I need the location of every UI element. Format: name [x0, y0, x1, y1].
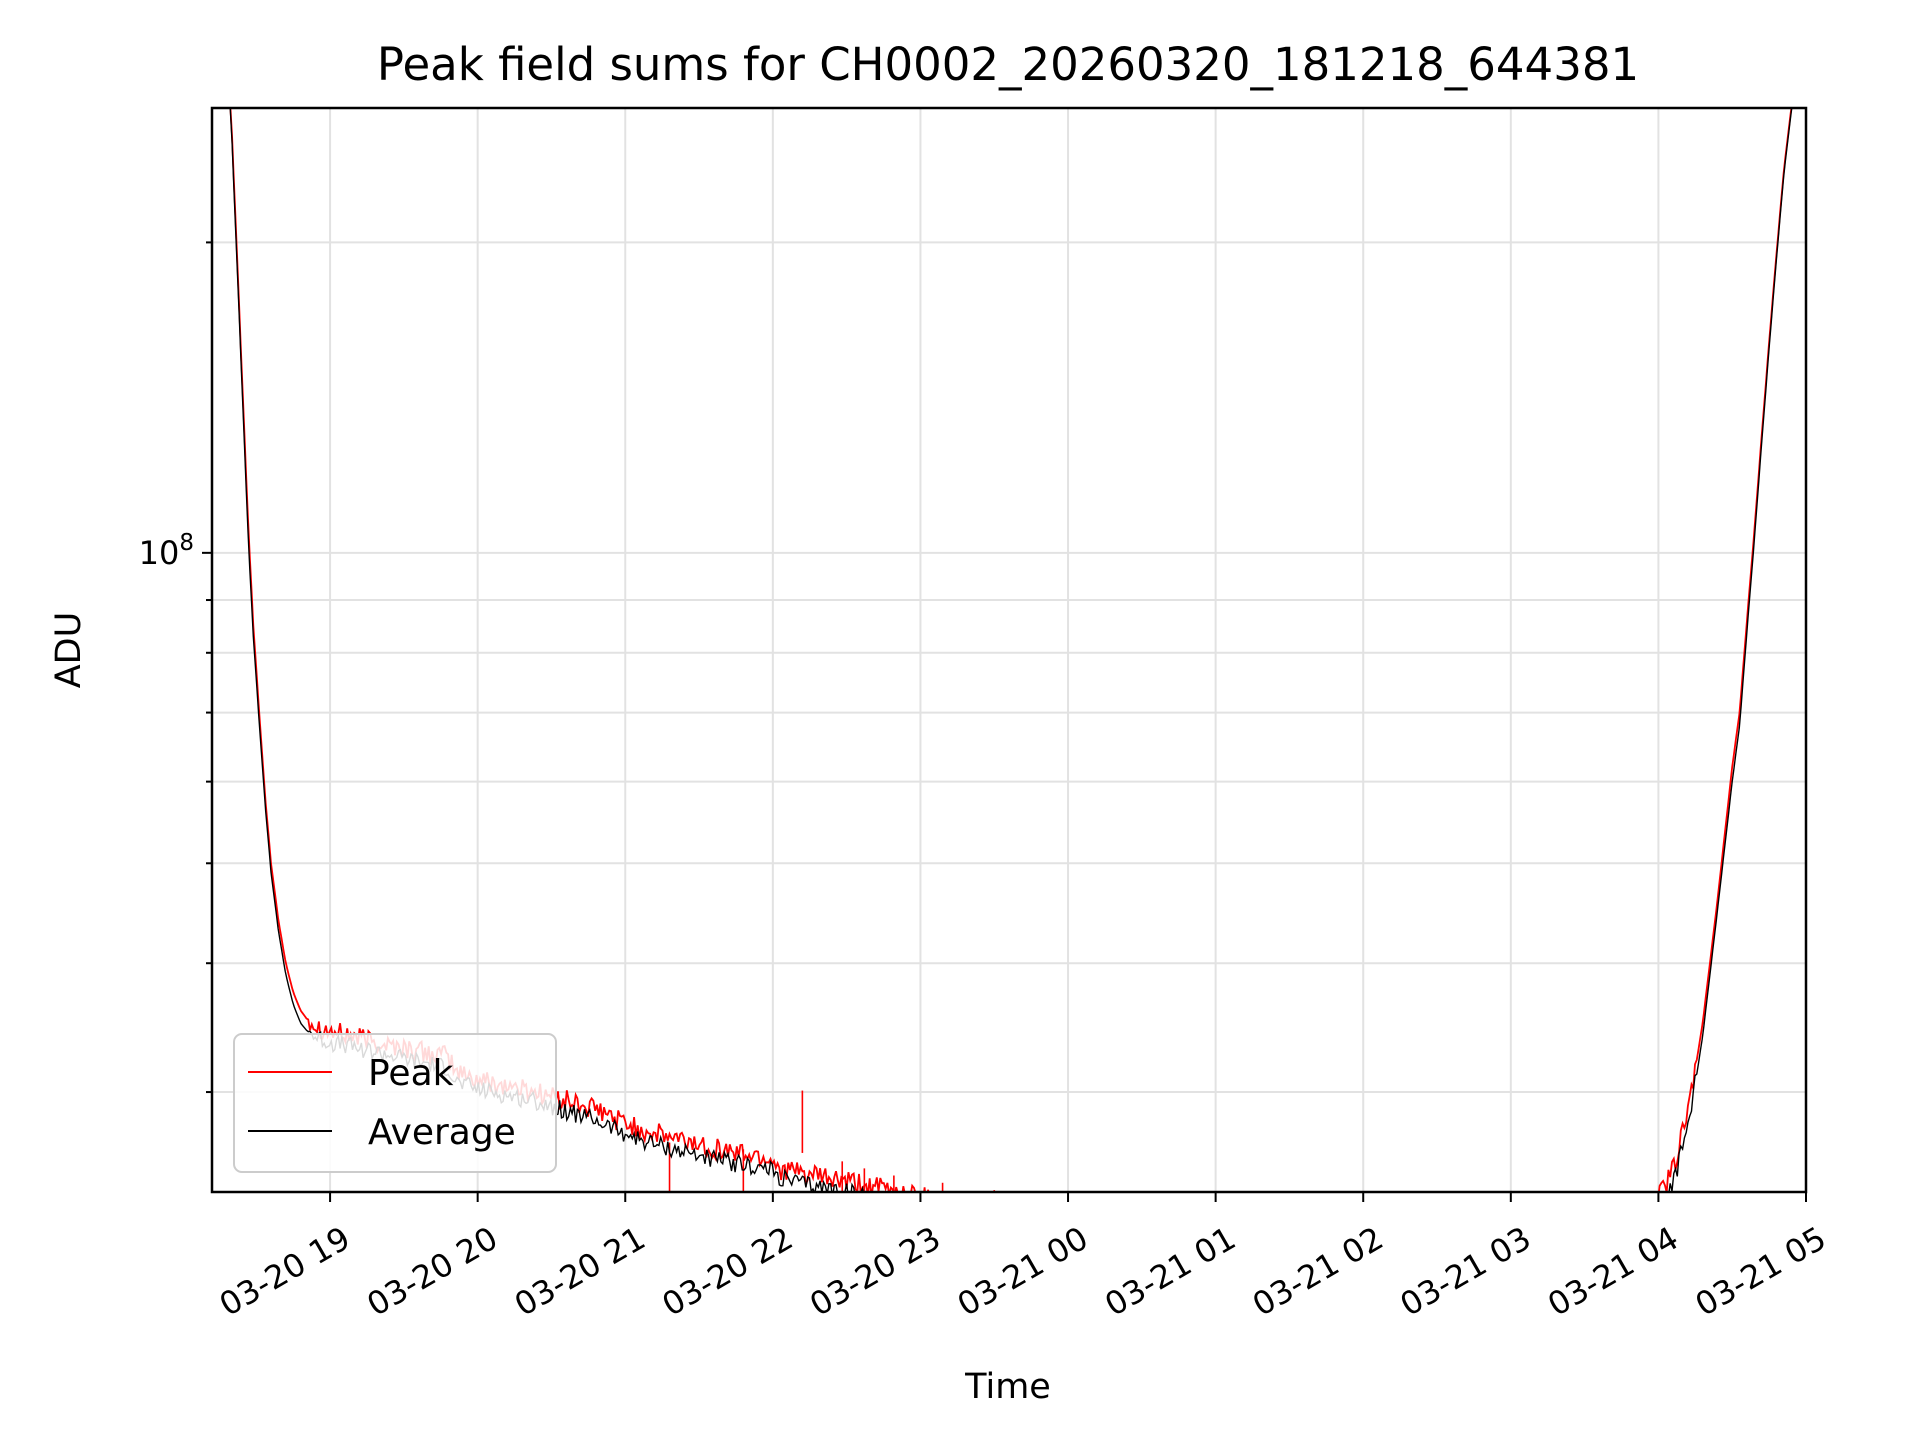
plot-frame: [210, 106, 1808, 1194]
legend-box: [233, 1033, 557, 1173]
x-axis-label: Time: [964, 1367, 1051, 1407]
legend: Peak Average: [233, 1033, 557, 1173]
y-axis-ticks: 108: [139, 241, 212, 1094]
legend-peak-label: Peak: [368, 1053, 454, 1094]
chart-title: Peak field sums for CH0002_20260320_1812…: [377, 38, 1639, 91]
y-tick-label: 108: [139, 530, 194, 572]
legend-average-label: Average: [368, 1112, 516, 1153]
y-axis-label: ADU: [49, 612, 89, 689]
